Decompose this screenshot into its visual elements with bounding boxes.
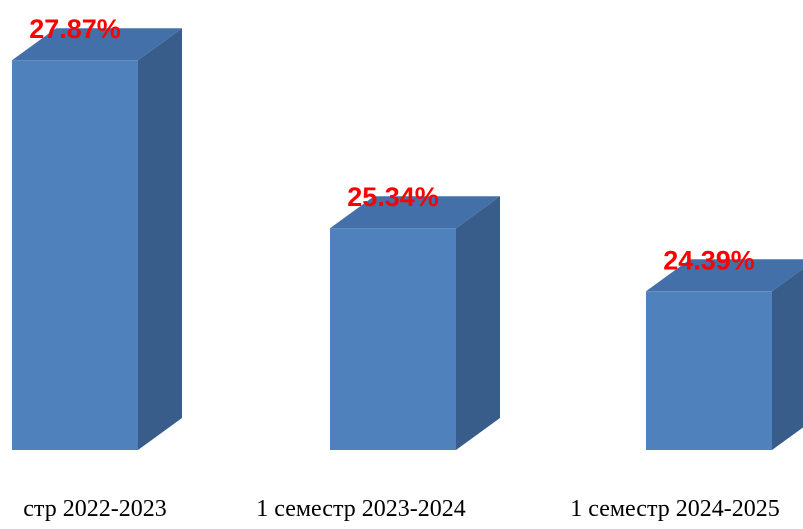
value-label: 24.39% <box>663 245 755 275</box>
bar-top <box>646 259 803 292</box>
x-tick-label: 1 семестр 2024-2025 <box>570 496 779 522</box>
bar-side <box>772 268 803 450</box>
bar-top <box>330 196 500 229</box>
value-label: 25.34% <box>347 182 439 212</box>
bar-side <box>138 28 182 451</box>
bar-top <box>12 28 182 61</box>
x-tick-label: стр 2022-2023 <box>23 496 166 522</box>
bar <box>646 291 772 450</box>
x-tick-label: 1 семестр 2023-2024 <box>256 496 465 522</box>
bar-side <box>456 196 500 450</box>
bar <box>330 228 456 450</box>
bar <box>12 60 138 451</box>
value-label: 27.87% <box>29 14 121 44</box>
